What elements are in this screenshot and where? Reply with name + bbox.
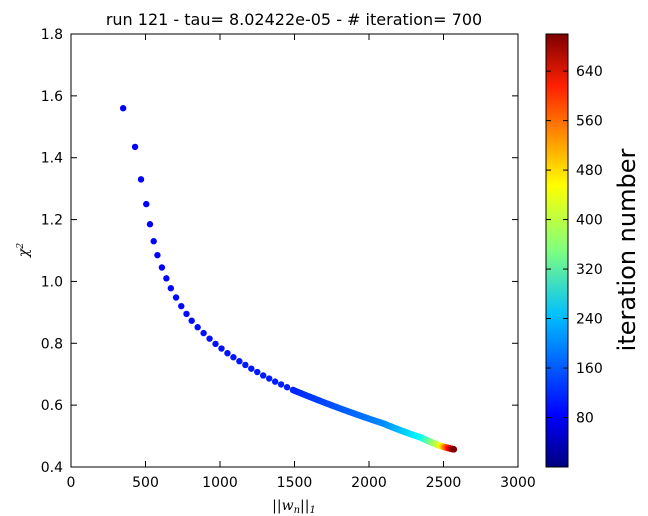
data-point — [143, 200, 150, 208]
data-point — [188, 317, 195, 324]
colorbar-label: iteration number — [613, 149, 641, 352]
data-point — [183, 310, 190, 318]
colorbar-tick-label: 640 — [576, 64, 603, 80]
colorbar-tick-label: 560 — [576, 114, 603, 130]
data-point — [119, 105, 127, 112]
data-points — [119, 105, 458, 453]
colorbar-tick-label: 80 — [576, 411, 594, 427]
y-tick-label: 0.6 — [41, 398, 63, 414]
chart-title: run 121 - tau= 8.02422e-05 - # iteration… — [106, 10, 482, 29]
x-tick-label: 2000 — [351, 475, 387, 491]
data-point — [131, 143, 139, 151]
x-axis: 0 500 1000 1500 2000 2500 3000 — [67, 34, 536, 491]
y-tick-label: 1.0 — [41, 274, 63, 290]
x-tick-label: 500 — [132, 475, 159, 491]
y-tick-label: 0.8 — [41, 336, 63, 352]
plot-frame — [70, 33, 519, 468]
data-point — [248, 365, 255, 372]
y-tick-label: 1.2 — [41, 213, 63, 229]
data-point — [150, 238, 157, 245]
data-point — [194, 324, 201, 331]
y-tick-label: 1.6 — [41, 89, 63, 105]
data-point — [167, 285, 175, 292]
y-axis: 0.4 0.6 0.8 1.0 1.2 1.4 1.6 1.8 — [41, 27, 518, 476]
x-tick-label: 1500 — [277, 475, 313, 491]
colorbar — [545, 33, 569, 468]
colorbar-tick-label: 240 — [576, 312, 603, 328]
colorbar-tick-label: 400 — [576, 213, 603, 229]
x-axis-label: ||wn||1 — [272, 498, 316, 516]
x-tick-label: 2500 — [426, 475, 462, 491]
y-tick-label: 1.4 — [41, 151, 63, 167]
data-point — [178, 302, 185, 310]
data-point — [218, 345, 225, 352]
data-point — [172, 294, 180, 301]
data-point — [158, 264, 166, 271]
data-point — [265, 375, 273, 382]
data-point — [230, 354, 237, 361]
data-point — [236, 358, 243, 365]
data-point — [146, 221, 154, 228]
data-point — [200, 329, 207, 337]
data-point — [450, 446, 458, 453]
colorbar-tick-label: 160 — [576, 361, 603, 377]
data-point — [260, 372, 267, 379]
x-tick-label: 3000 — [500, 475, 536, 491]
data-point — [242, 361, 249, 369]
data-point — [283, 384, 291, 391]
colorbar-tick-label: 320 — [576, 262, 603, 278]
colorbar-tick-label: 480 — [576, 163, 603, 179]
data-point — [154, 251, 161, 259]
data-point — [224, 349, 231, 357]
data-point — [271, 378, 279, 385]
data-point — [289, 386, 297, 394]
data-point — [212, 340, 219, 348]
data-point — [163, 275, 170, 282]
colorbar-ticks: 80 160 240 320 400 480 560 640 — [546, 64, 603, 427]
data-point — [206, 335, 213, 342]
x-tick-label: 1000 — [202, 475, 238, 491]
data-point — [254, 368, 261, 376]
y-axis-label: χ2 — [16, 243, 32, 258]
data-point — [137, 176, 145, 183]
x-tick-label: 0 — [67, 475, 76, 491]
data-point — [277, 381, 285, 388]
y-tick-label: 1.8 — [41, 27, 63, 43]
y-tick-label: 0.4 — [41, 460, 63, 476]
